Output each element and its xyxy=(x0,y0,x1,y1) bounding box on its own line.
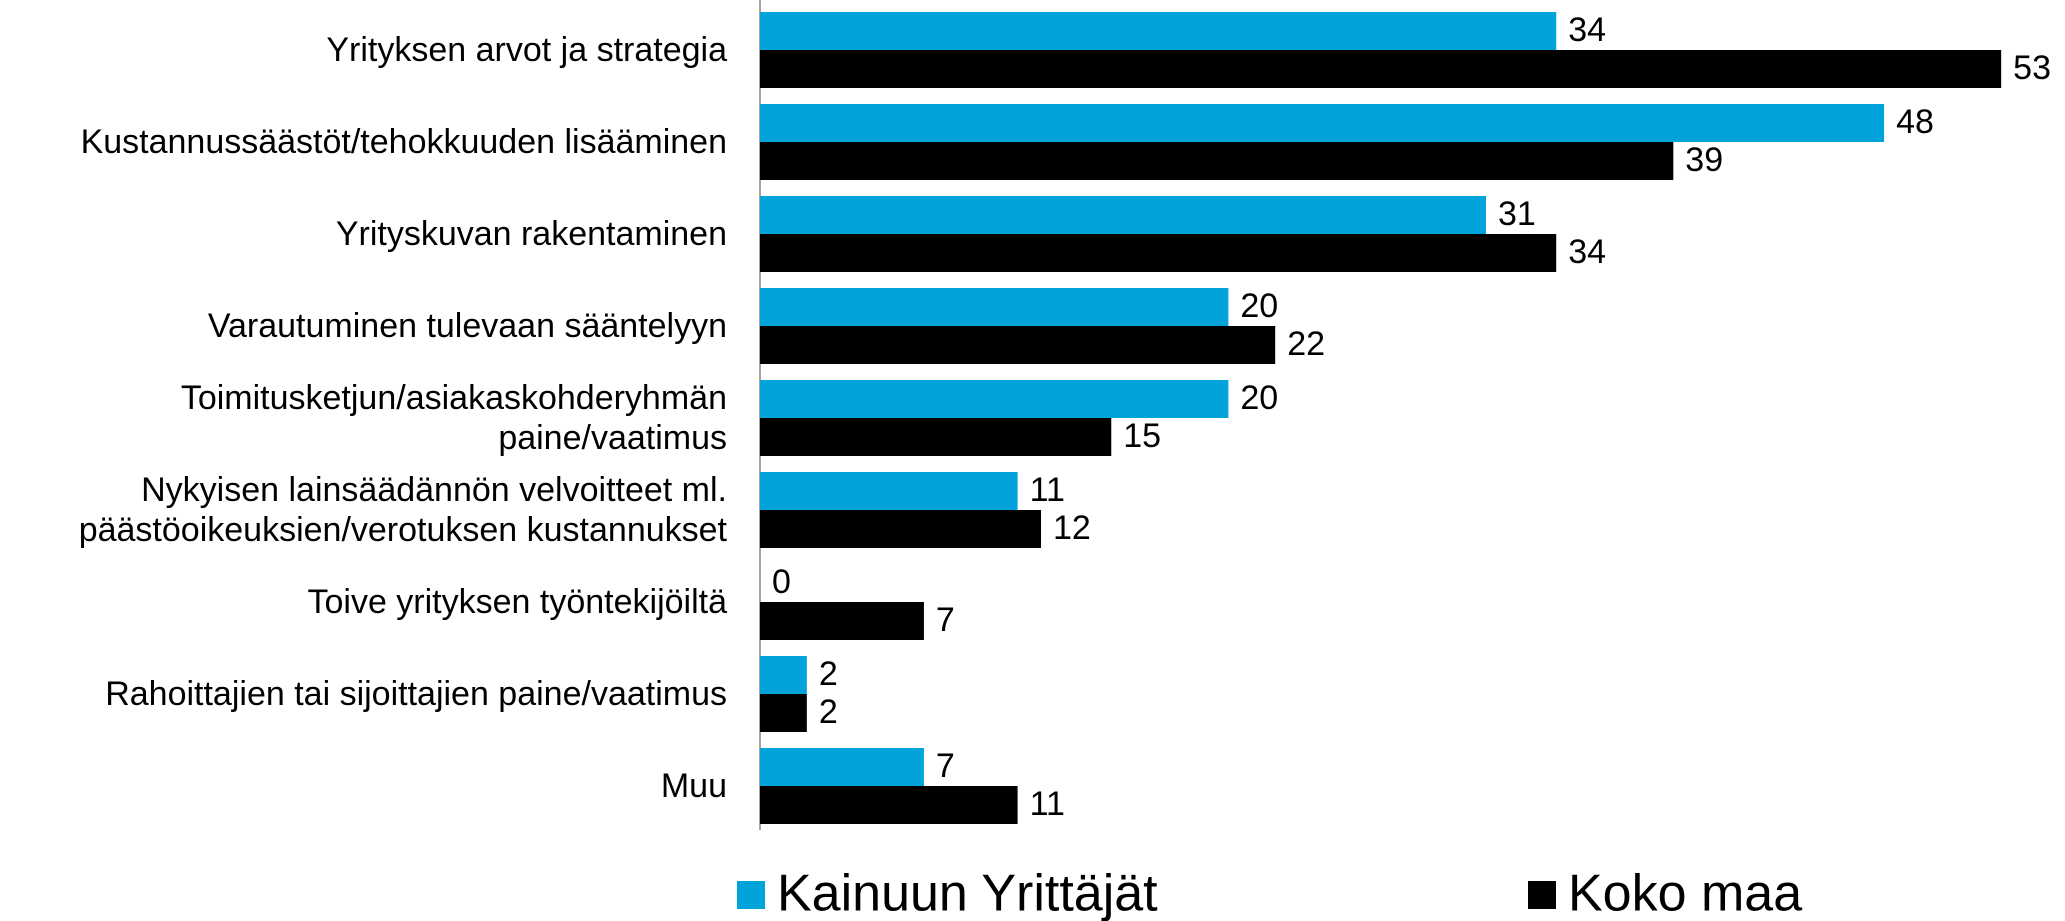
value-label: 53 xyxy=(2013,49,2051,87)
bar xyxy=(760,234,1557,272)
value-label: 34 xyxy=(1568,11,1606,49)
value-label: 48 xyxy=(1896,103,1934,141)
category-label: Nykyisen lainsäädännön velvoitteet ml. p… xyxy=(78,471,727,549)
category-label: Toive yrityksen työntekijöiltä xyxy=(307,583,727,621)
category-label: Toimitusketjun/asiakaskohderyhmän paine/… xyxy=(180,379,727,457)
legend-label: Koko maa xyxy=(1568,865,1802,921)
legend-label: Kainuun Yrittäjät xyxy=(777,865,1158,921)
bar xyxy=(760,326,1276,364)
value-label: 31 xyxy=(1498,195,1536,233)
bar xyxy=(760,694,807,732)
value-label: 15 xyxy=(1123,417,1161,455)
value-label: 20 xyxy=(1240,379,1278,417)
legend-swatch xyxy=(737,881,765,909)
value-label: 0 xyxy=(772,563,791,601)
value-label: 12 xyxy=(1053,509,1091,547)
value-label: 7 xyxy=(936,601,955,639)
bar xyxy=(760,380,1229,418)
value-label: 7 xyxy=(936,747,955,785)
category-label: Yrityksen arvot ja strategia xyxy=(326,31,727,69)
category-label: Varautuminen tulevaan sääntelyyn xyxy=(207,307,727,345)
category-label: Kustannussäästöt/tehokkuuden lisääminen xyxy=(80,123,727,161)
bar xyxy=(760,656,807,694)
bar xyxy=(760,12,1557,50)
bar xyxy=(760,472,1018,510)
value-label: 11 xyxy=(1030,785,1065,823)
bar xyxy=(760,196,1486,234)
bar xyxy=(760,510,1042,548)
bar xyxy=(760,786,1018,824)
value-label: 39 xyxy=(1685,141,1723,179)
value-label: 2 xyxy=(819,655,838,693)
value-label: 11 xyxy=(1030,471,1065,509)
legend-swatch xyxy=(1528,881,1556,909)
value-label: 34 xyxy=(1568,233,1606,271)
bar xyxy=(760,602,924,640)
bar xyxy=(760,142,1674,180)
bar xyxy=(760,748,924,786)
value-label: 2 xyxy=(819,693,838,731)
category-label: Rahoittajien tai sijoittajien paine/vaat… xyxy=(105,675,727,713)
bar xyxy=(760,104,1885,142)
bar xyxy=(760,50,2002,88)
bar xyxy=(760,288,1229,326)
bar xyxy=(760,418,1112,456)
category-label: Muu xyxy=(660,767,727,805)
category-label: Yrityskuvan rakentaminen xyxy=(335,215,727,253)
value-label: 20 xyxy=(1240,287,1278,325)
value-label: 22 xyxy=(1287,325,1325,363)
